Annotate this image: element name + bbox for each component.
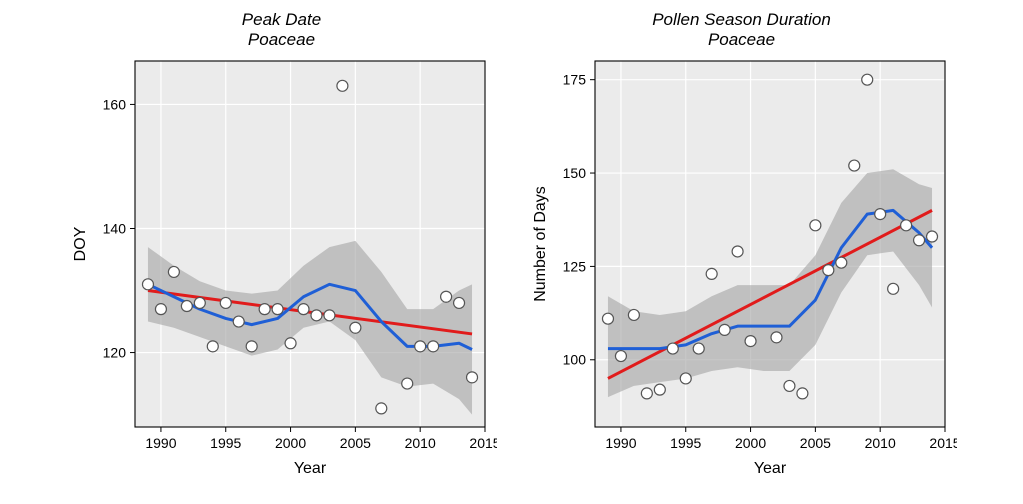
data-point bbox=[796, 388, 807, 399]
data-point bbox=[349, 322, 360, 333]
xtick-label: 2005 bbox=[339, 435, 370, 451]
data-point bbox=[220, 298, 231, 309]
ytick-label: 175 bbox=[562, 72, 586, 88]
xtick-label: 2015 bbox=[929, 435, 957, 451]
data-point bbox=[414, 341, 425, 352]
data-point bbox=[323, 310, 334, 321]
data-point bbox=[861, 74, 872, 85]
chart-panels: Peak DatePoaceae 1990 1995 2000 2005 2010 2015… bbox=[10, 10, 1013, 483]
xtick-label: 2010 bbox=[864, 435, 895, 451]
chart-panel-pollen-duration: Pollen Season DurationPoaceae 1990 1995 200… bbox=[527, 10, 957, 483]
chart-svg: 1990 1995 2000 2005 2010 2015 100 125 150 175 Year… bbox=[527, 53, 957, 483]
data-point bbox=[770, 332, 781, 343]
ytick-label: 120 bbox=[102, 345, 126, 361]
data-point bbox=[401, 378, 412, 389]
data-point bbox=[874, 209, 885, 220]
data-point bbox=[259, 304, 270, 315]
data-point bbox=[272, 304, 283, 315]
xtick-label: 1990 bbox=[145, 435, 176, 451]
data-point bbox=[233, 316, 244, 327]
data-point bbox=[336, 80, 347, 91]
data-point bbox=[181, 301, 192, 312]
data-point bbox=[207, 341, 218, 352]
data-point bbox=[168, 267, 179, 278]
data-point bbox=[835, 257, 846, 268]
data-point bbox=[732, 246, 743, 257]
chart-title: Pollen Season DurationPoaceae bbox=[652, 10, 831, 49]
ytick-label: 150 bbox=[562, 165, 586, 181]
data-point bbox=[375, 403, 386, 414]
ytick-label: 100 bbox=[562, 352, 586, 368]
x-axis-label: Year bbox=[753, 460, 786, 477]
data-point bbox=[310, 310, 321, 321]
data-point bbox=[246, 341, 257, 352]
ytick-label: 140 bbox=[102, 220, 126, 236]
data-point bbox=[693, 343, 704, 354]
xtick-label: 1995 bbox=[670, 435, 701, 451]
data-point bbox=[194, 298, 205, 309]
ytick-label: 160 bbox=[102, 96, 126, 112]
data-point bbox=[719, 324, 730, 335]
data-point bbox=[654, 384, 665, 395]
data-point bbox=[298, 304, 309, 315]
data-point bbox=[745, 336, 756, 347]
data-point bbox=[783, 381, 794, 392]
data-point bbox=[285, 338, 296, 349]
ytick-label: 125 bbox=[562, 258, 586, 274]
data-point bbox=[900, 220, 911, 231]
data-point bbox=[453, 298, 464, 309]
xtick-label: 2005 bbox=[799, 435, 830, 451]
data-point bbox=[706, 268, 717, 279]
data-point bbox=[466, 372, 477, 383]
xtick-label: 1990 bbox=[605, 435, 636, 451]
data-point bbox=[809, 220, 820, 231]
data-point bbox=[602, 313, 613, 324]
y-axis-label: Number of Days bbox=[532, 186, 549, 302]
data-point bbox=[641, 388, 652, 399]
xtick-label: 1995 bbox=[210, 435, 241, 451]
data-point bbox=[142, 279, 153, 290]
data-point bbox=[913, 235, 924, 246]
data-point bbox=[615, 351, 626, 362]
data-point bbox=[822, 265, 833, 276]
chart-panel-peak-date: Peak DatePoaceae 1990 1995 2000 2005 2010 2015… bbox=[67, 10, 497, 483]
xtick-label: 2000 bbox=[734, 435, 765, 451]
y-axis-label: DOY bbox=[72, 226, 89, 261]
data-point bbox=[680, 373, 691, 384]
data-point bbox=[667, 343, 678, 354]
xtick-label: 2010 bbox=[404, 435, 435, 451]
data-point bbox=[926, 231, 937, 242]
chart-title: Peak DatePoaceae bbox=[242, 10, 321, 49]
data-point bbox=[440, 291, 451, 302]
xtick-label: 2015 bbox=[469, 435, 497, 451]
chart-svg: 1990 1995 2000 2005 2010 2015 120 140 160 Year DOY bbox=[67, 53, 497, 483]
x-axis-label: Year bbox=[293, 460, 326, 477]
data-point bbox=[887, 283, 898, 294]
data-point bbox=[628, 310, 639, 321]
xtick-label: 2000 bbox=[274, 435, 305, 451]
data-point bbox=[427, 341, 438, 352]
data-point bbox=[848, 160, 859, 171]
data-point bbox=[155, 304, 166, 315]
